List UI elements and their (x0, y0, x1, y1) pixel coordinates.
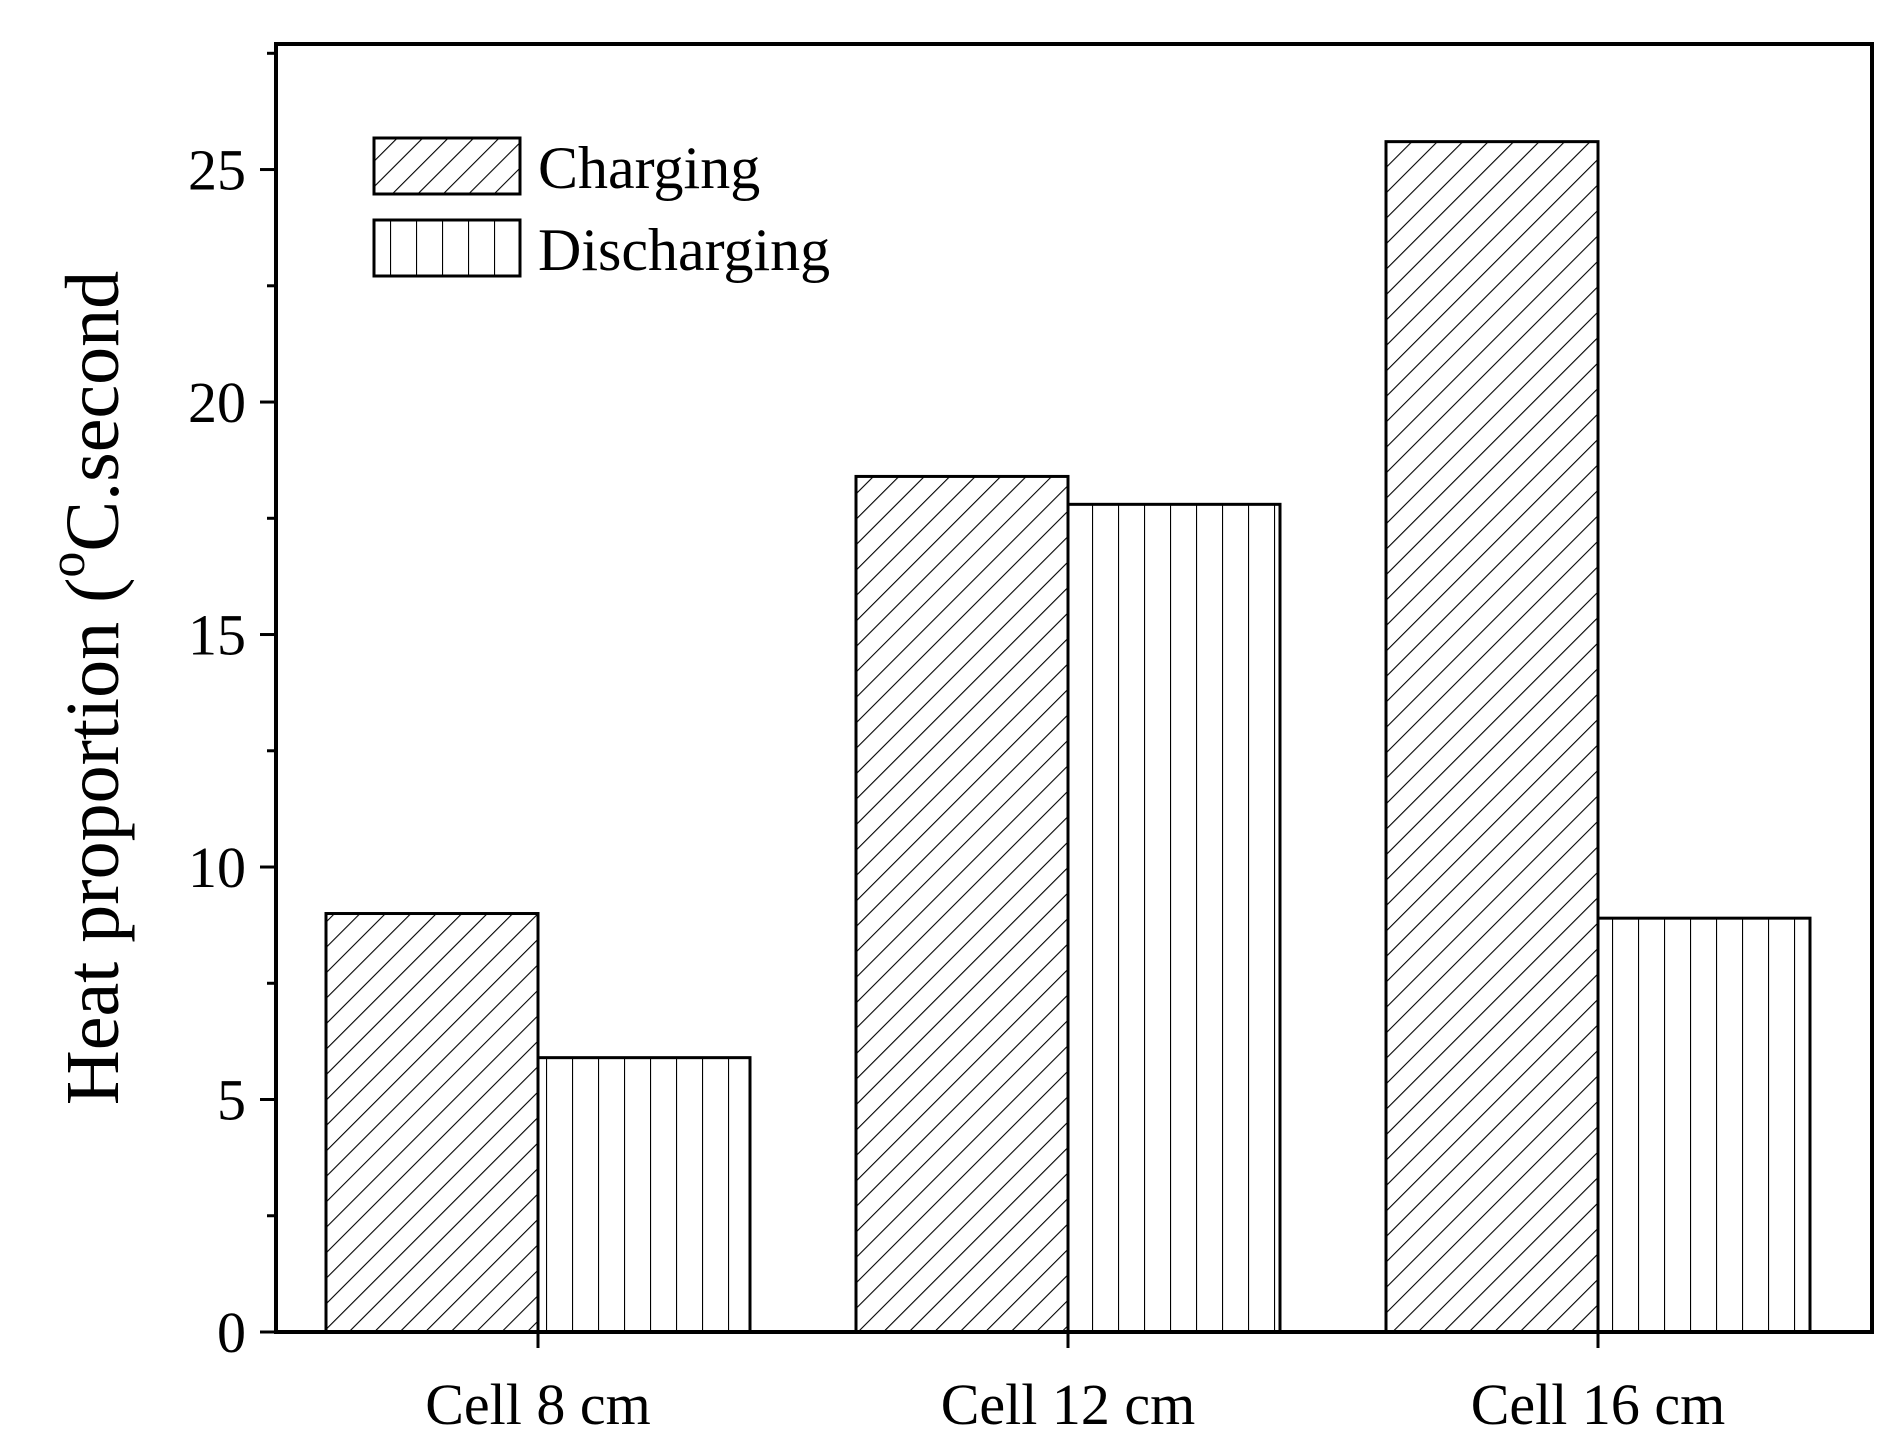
bar-discharging-2 (1066, 502, 1282, 1334)
bar-charging-3 (1384, 140, 1600, 1334)
bar-charging-2 (854, 474, 1070, 1334)
x-category-label: Cell 8 cm (425, 1372, 651, 1437)
y-axis-title: Heat proportion (oC.second (39, 271, 135, 1105)
legend: Charging Discharging (372, 135, 830, 283)
legend-swatch-charging (372, 136, 522, 196)
y-tick-label: 0 (217, 1300, 246, 1365)
x-category-label: Cell 12 cm (941, 1372, 1196, 1437)
x-axis-ticks: Cell 8 cm Cell 12 cm Cell 16 cm (425, 1332, 1725, 1437)
y-tick-label: 25 (188, 138, 246, 203)
plot-frame (274, 42, 1874, 1334)
y-axis-ticks: 0 5 10 15 20 25 (188, 51, 276, 1365)
bar-charging-1 (324, 912, 540, 1334)
bars-group (324, 140, 1812, 1334)
x-category-label: Cell 16 cm (1471, 1372, 1726, 1437)
y-tick-label: 5 (217, 1068, 246, 1133)
legend-swatch-discharging (372, 218, 522, 278)
legend-label-charging: Charging (538, 135, 760, 201)
y-tick-label: 15 (188, 603, 246, 668)
legend-label-discharging: Discharging (538, 217, 830, 283)
y-tick-label: 10 (188, 835, 246, 900)
bar-discharging-3 (1596, 916, 1812, 1334)
bar-discharging-1 (536, 1056, 752, 1334)
y-tick-label: 20 (188, 370, 246, 435)
